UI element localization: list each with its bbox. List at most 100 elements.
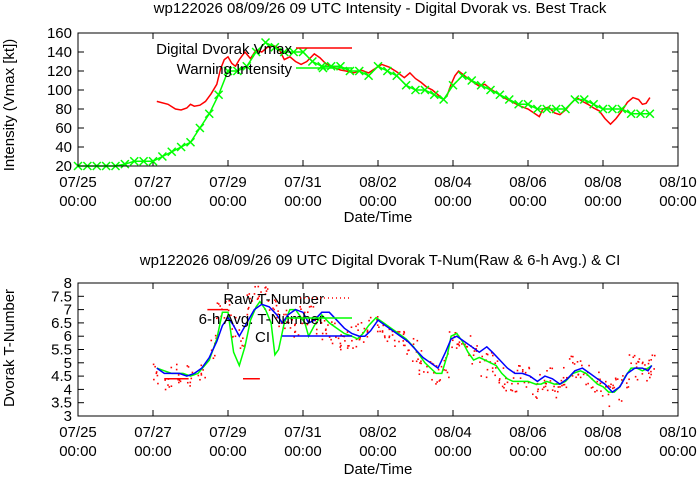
point-stroke bbox=[260, 37, 271, 48]
tnumber-series-raw-t-number-point bbox=[518, 364, 520, 367]
tnumber-series-raw-t-number-point bbox=[398, 340, 400, 343]
tnumber-series-raw-t-number-point bbox=[376, 330, 379, 333]
legend-marker-warning-intensity bbox=[318, 63, 328, 73]
tnumber-series-raw-t-number-point bbox=[325, 328, 327, 331]
tnumber-series-raw-t-number-point bbox=[412, 343, 415, 345]
tnumber-legend: Raw T-Number 6-h Avg. T-Number CI bbox=[199, 291, 352, 346]
point-stroke bbox=[157, 151, 167, 162]
tnumber-series-raw-t-number-point bbox=[366, 335, 369, 338]
tnumber-series-raw-t-number-point bbox=[154, 365, 156, 368]
tnumber-series-raw-t-number-point bbox=[641, 362, 644, 365]
tnumber-series-raw-t-number-point bbox=[350, 326, 353, 329]
tnumber-series-raw-t-number-point bbox=[439, 379, 442, 381]
tnumber-x-tick-sublabel: 00:00 bbox=[359, 443, 397, 460]
tnumber-y-axis-label: Dvorak T-Number bbox=[1, 289, 18, 407]
intensity-series-warning-intensity-point bbox=[251, 47, 261, 57]
tnumber-series-raw-t-number-point bbox=[378, 326, 380, 329]
tnumber-series-raw-t-number-point bbox=[612, 384, 614, 387]
tnumber-series-raw-t-number-point bbox=[498, 379, 501, 382]
intensity-series-warning-intensity-point bbox=[232, 66, 242, 76]
tnumber-series-raw-t-number-point bbox=[276, 316, 278, 319]
tnumber-series-raw-t-number-point bbox=[358, 338, 361, 341]
point-stroke bbox=[589, 99, 599, 109]
tnumber-series-raw-t-number-point bbox=[249, 297, 251, 300]
tnumber-series-raw-t-number-point bbox=[223, 317, 226, 319]
tnumber-series-raw-t-number-point bbox=[485, 353, 488, 355]
tnumber-series-raw-t-number-point bbox=[293, 324, 296, 327]
tnumber-series-raw-t-number-point bbox=[362, 341, 365, 343]
intensity-x-tick-sublabel: 00:00 bbox=[434, 193, 472, 210]
tnumber-x-tick-sublabel: 00:00 bbox=[284, 443, 322, 460]
tnumber-series-raw-t-number-point bbox=[498, 378, 501, 380]
intensity-y-tick-label: 100 bbox=[47, 82, 72, 99]
tnumber-series-raw-t-number-point bbox=[357, 323, 359, 326]
intensity-series-warning-intensity-point bbox=[148, 156, 158, 166]
tnumber-series-raw-t-number-point bbox=[455, 347, 458, 349]
tnumber-series-raw-t-number-point bbox=[501, 385, 504, 388]
tnumber-series-raw-t-number-point bbox=[257, 297, 260, 299]
tnumber-series-raw-t-number-point bbox=[517, 382, 519, 385]
tnumber-series-raw-t-number-point bbox=[178, 379, 181, 381]
tnumber-series-raw-t-number-point bbox=[568, 358, 571, 360]
tnumber-series-raw-t-number-point bbox=[521, 370, 524, 373]
tnumber-series-raw-t-number-point bbox=[187, 366, 190, 368]
tnumber-series-raw-t-number-point bbox=[561, 384, 563, 387]
tnumber-series-raw-t-number-point bbox=[217, 316, 220, 319]
intensity-series-warning-intensity-point bbox=[617, 104, 627, 114]
point-stroke bbox=[579, 94, 589, 105]
intensity-series-warning-intensity-point bbox=[176, 142, 186, 152]
point-stroke bbox=[532, 104, 542, 114]
point-stroke bbox=[635, 109, 646, 119]
tnumber-series-raw-t-number-point bbox=[628, 378, 630, 381]
point-stroke bbox=[307, 56, 317, 67]
intensity-x-tick-sublabel: 00:00 bbox=[209, 193, 247, 210]
intensity-x-tick-sublabel: 00:00 bbox=[359, 193, 397, 210]
intensity-series-warning-intensity-point bbox=[570, 94, 580, 105]
tnumber-series-raw-t-number-point bbox=[406, 353, 408, 355]
tnumber-series-raw-t-number-point bbox=[403, 331, 406, 334]
tnumber-series-raw-t-number-point bbox=[323, 319, 326, 322]
tnumber-series-raw-t-number-point bbox=[605, 386, 607, 388]
tnumber-series-raw-t-number-point bbox=[379, 330, 381, 333]
tnumber-series-raw-t-number-point bbox=[257, 285, 260, 288]
intensity-series-warning-intensity-point bbox=[204, 109, 214, 119]
tnumber-series-raw-t-number-point bbox=[381, 331, 384, 333]
intensity-x-tick-label: 07/29 bbox=[209, 174, 247, 191]
tnumber-series-raw-t-number-point bbox=[258, 295, 261, 298]
point-stroke bbox=[364, 71, 374, 81]
intensity-series-warning-intensity-point bbox=[448, 80, 458, 90]
intensity-series-warning-intensity-point bbox=[485, 85, 496, 95]
tnumber-series-raw-t-number-point bbox=[448, 376, 450, 379]
tnumber-series-raw-t-number-point bbox=[297, 334, 300, 336]
tnumber-series-raw-t-number-point bbox=[577, 374, 580, 376]
tnumber-series-raw-t-number-point bbox=[535, 396, 537, 398]
tnumber-series-raw-t-number-point bbox=[363, 327, 366, 330]
intensity-series-warning-intensity-point bbox=[560, 104, 571, 114]
tnumber-series-raw-t-number-point bbox=[438, 380, 441, 382]
tnumber-series-raw-t-number-point bbox=[466, 346, 469, 348]
tnumber-series-raw-t-number-point bbox=[331, 321, 333, 323]
point-stroke bbox=[298, 47, 308, 57]
tnumber-series-raw-t-number-point bbox=[382, 324, 385, 327]
tnumber-series-raw-t-number-point bbox=[168, 386, 171, 388]
tnumber-series-raw-t-number-point bbox=[653, 354, 656, 357]
tnumber-series-raw-t-number-point bbox=[528, 366, 530, 369]
tnumber-series-raw-t-number-point bbox=[311, 318, 314, 321]
intensity-y-tick-label: 120 bbox=[47, 63, 72, 80]
tnumber-series-raw-t-number-point bbox=[600, 390, 602, 392]
intensity-series-warning-intensity-point bbox=[392, 71, 402, 81]
tnumber-series-raw-t-number-point bbox=[588, 364, 590, 367]
point-stroke bbox=[476, 80, 486, 90]
legend-label-ci: CI bbox=[255, 329, 270, 346]
tnumber-series-raw-t-number-point bbox=[426, 365, 428, 368]
point-stroke bbox=[645, 109, 655, 119]
tnumber-series-raw-t-number-point bbox=[228, 299, 231, 302]
tnumber-series-raw-t-number-point bbox=[473, 350, 476, 352]
tnumber-series-raw-t-number-point bbox=[155, 371, 158, 373]
tnumber-series-raw-t-number-point bbox=[440, 365, 443, 368]
tnumber-series-raw-t-number-point bbox=[231, 328, 234, 330]
tnumber-series-raw-t-number-point bbox=[581, 364, 583, 367]
tnumber-series-raw-t-number-point bbox=[216, 317, 218, 320]
intensity-series-warning-intensity-point bbox=[326, 61, 336, 71]
tnumber-series-raw-t-number-point bbox=[267, 300, 270, 302]
